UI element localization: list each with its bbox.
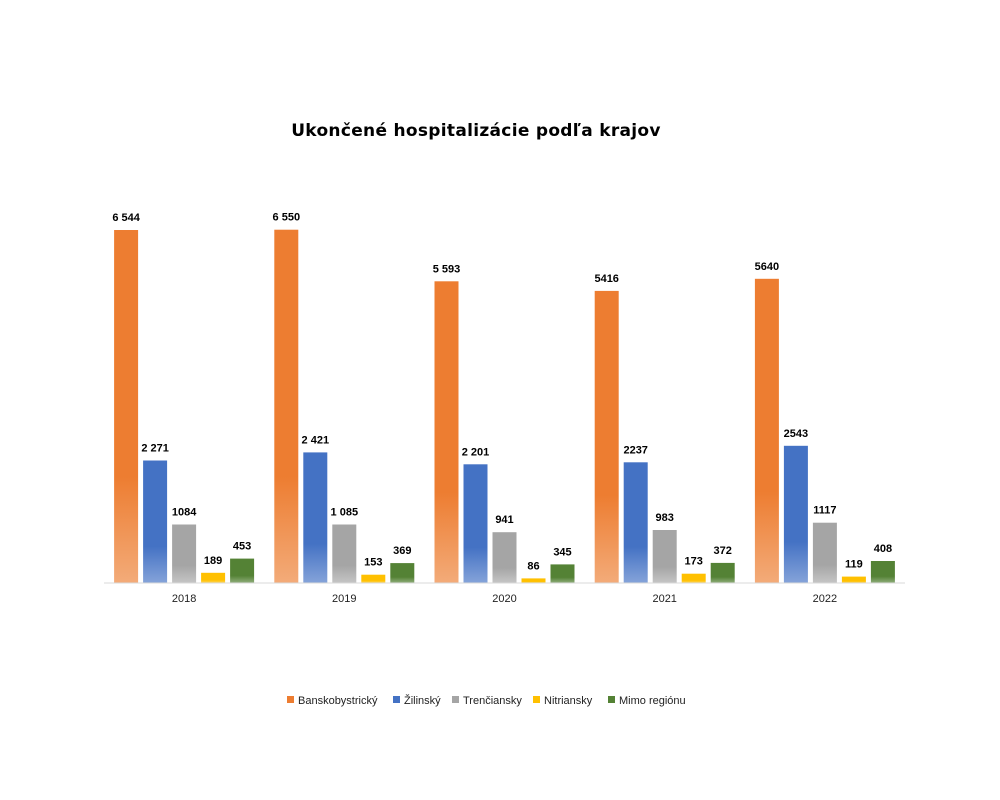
- data-label-2020-1: 2 201: [462, 446, 490, 458]
- x-tick-label-2020: 2020: [492, 593, 516, 605]
- bar-2020-1: [463, 464, 488, 583]
- legend-swatch-0: [287, 696, 294, 703]
- bar-2021-0: [594, 290, 619, 583]
- bars-layer: [114, 229, 895, 583]
- x-axis-ticks: 2018 2019 2020 2021 2022: [172, 593, 837, 605]
- data-label-2019-1: 2 421: [302, 434, 330, 446]
- data-label-2022-0: 5640: [755, 261, 779, 273]
- data-label-2018-2: 1084: [172, 507, 197, 519]
- bar-2022-1: [783, 445, 808, 583]
- bar-2020-0: [434, 281, 459, 583]
- bar-2018-3: [201, 572, 226, 583]
- bar-2018-1: [143, 460, 168, 583]
- bar-2021-2: [652, 530, 677, 583]
- legend-swatch-2: [452, 696, 459, 703]
- legend-swatch-3: [533, 696, 540, 703]
- legend-label-2: Trenčiansky: [463, 695, 522, 707]
- bar-2018-2: [172, 524, 197, 583]
- legend-label-1: Žilinský: [404, 694, 441, 707]
- data-labels-layer: 6 544 2 271 1084 189 453 6 550 2 421 1 085 153 36…: [112, 212, 892, 573]
- x-tick-label-2021: 2021: [652, 593, 676, 605]
- data-label-2018-3: 189: [204, 555, 222, 567]
- bar-2020-2: [492, 532, 517, 583]
- x-tick-label-2022: 2022: [813, 593, 837, 605]
- bar-2019-2: [332, 524, 357, 583]
- bar-2018-4: [230, 558, 255, 583]
- data-label-2021-4: 372: [714, 545, 732, 557]
- data-label-2019-0: 6 550: [273, 212, 301, 224]
- bar-2022-4: [870, 561, 895, 583]
- bar-2018-0: [114, 230, 139, 583]
- bar-2021-3: [681, 573, 706, 583]
- data-label-2021-1: 2237: [623, 444, 647, 456]
- data-label-2019-2: 1 085: [331, 507, 359, 519]
- data-label-2021-2: 983: [656, 512, 674, 524]
- data-label-2022-1: 2543: [784, 428, 808, 440]
- data-label-2020-2: 941: [495, 514, 513, 526]
- data-label-2018-1: 2 271: [141, 443, 169, 455]
- bar-2019-1: [303, 452, 328, 583]
- bar-2022-2: [812, 522, 837, 583]
- bar-2020-4: [550, 564, 575, 583]
- bar-2019-4: [390, 563, 415, 583]
- data-label-2018-4: 453: [233, 541, 251, 553]
- x-tick-label-2018: 2018: [172, 593, 196, 605]
- legend-label-4: Mimo regiónu: [619, 695, 686, 707]
- legend-label-0: Banskobystrický: [298, 695, 378, 707]
- data-label-2020-4: 345: [553, 546, 571, 558]
- data-label-2018-0: 6 544: [112, 212, 140, 224]
- legend-swatch-1: [393, 696, 400, 703]
- legend-swatch-4: [608, 696, 615, 703]
- legend-label-3: Nitriansky: [544, 695, 593, 707]
- bar-2021-4: [710, 562, 735, 583]
- data-label-2019-4: 369: [393, 545, 411, 557]
- bar-2021-1: [623, 462, 648, 583]
- legend: Banskobystrický Žilinský Trenčiansky Nitria…: [287, 694, 686, 707]
- bar-2019-3: [361, 574, 386, 583]
- data-label-2021-0: 5416: [594, 273, 618, 285]
- data-label-2022-2: 1117: [813, 505, 836, 517]
- data-label-2022-4: 408: [874, 543, 892, 555]
- data-label-2020-0: 5 593: [433, 263, 461, 275]
- data-label-2021-3: 173: [685, 556, 703, 568]
- bar-2019-0: [274, 229, 299, 583]
- bar-2020-3: [521, 578, 546, 583]
- bar-2022-0: [754, 278, 779, 583]
- data-label-2019-3: 153: [364, 557, 382, 569]
- x-tick-label-2019: 2019: [332, 593, 356, 605]
- bar-2022-3: [841, 576, 866, 583]
- data-label-2022-3: 119: [845, 559, 863, 571]
- data-label-2020-3: 86: [527, 560, 539, 572]
- chart-title: Ukončené hospitalizácie podľa krajov: [291, 121, 661, 141]
